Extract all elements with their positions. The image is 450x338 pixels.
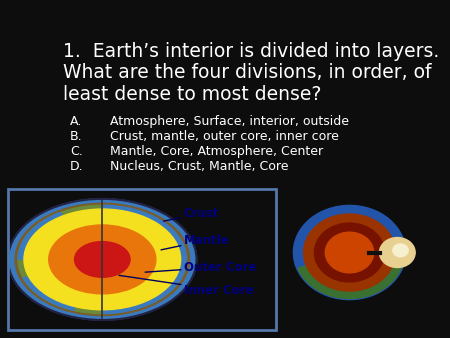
Text: least dense to most dense?: least dense to most dense? <box>63 84 322 103</box>
Circle shape <box>293 206 405 299</box>
Text: Atmosphere, Surface, interior, outside: Atmosphere, Surface, interior, outside <box>110 115 349 128</box>
Text: Crust, mantle, outer core, inner core: Crust, mantle, outer core, inner core <box>110 130 339 143</box>
Text: D.: D. <box>70 160 84 173</box>
Bar <box>8 189 276 330</box>
Wedge shape <box>298 252 401 298</box>
Text: Nucleus, Crust, Mantle, Core: Nucleus, Crust, Mantle, Core <box>110 160 289 173</box>
Text: B.: B. <box>70 130 83 143</box>
Text: What are the four divisions, in order, of: What are the four divisions, in order, o… <box>63 63 432 82</box>
Text: A.: A. <box>70 115 82 128</box>
Wedge shape <box>18 205 102 314</box>
Text: Crust: Crust <box>163 207 219 221</box>
Circle shape <box>8 199 197 320</box>
Circle shape <box>379 238 415 267</box>
Text: Mantle: Mantle <box>161 234 230 250</box>
Wedge shape <box>23 260 102 310</box>
Circle shape <box>75 242 130 277</box>
Circle shape <box>325 232 373 273</box>
Wedge shape <box>102 205 187 314</box>
Text: Inner Core: Inner Core <box>119 275 253 296</box>
Circle shape <box>393 244 408 257</box>
Wedge shape <box>18 213 102 260</box>
Circle shape <box>304 214 396 291</box>
Text: Outer Core: Outer Core <box>145 261 256 273</box>
Text: 1.  Earth’s interior is divided into layers.: 1. Earth’s interior is divided into laye… <box>63 42 440 61</box>
Circle shape <box>24 209 180 310</box>
Text: Mantle, Core, Atmosphere, Center: Mantle, Core, Atmosphere, Center <box>110 145 324 158</box>
Circle shape <box>49 225 156 294</box>
Circle shape <box>315 223 385 282</box>
Text: C.: C. <box>70 145 83 158</box>
Circle shape <box>15 203 189 316</box>
